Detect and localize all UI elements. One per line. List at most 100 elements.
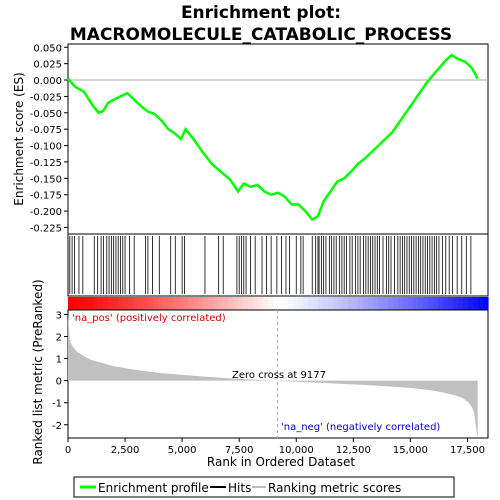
color-strip-segment	[238, 297, 244, 310]
color-strip-segment	[133, 297, 139, 310]
color-strip-segment	[83, 297, 89, 310]
color-strip-segment	[383, 297, 389, 310]
color-strip-segment	[463, 297, 469, 310]
color-strip-segment	[123, 297, 129, 310]
color-strip-segment	[128, 297, 134, 310]
chart-title-line1: Enrichment plot:	[181, 3, 341, 23]
color-strip-segment	[253, 297, 259, 310]
color-strip-segment	[453, 297, 459, 310]
color-strip-segment	[268, 297, 274, 310]
ranking-y-tick-label: 0	[56, 377, 62, 388]
color-strip-segment	[428, 297, 434, 310]
ranking-x-tick-label: 7,500	[225, 445, 254, 456]
color-strip-segment	[143, 297, 149, 310]
color-strip-segment	[173, 297, 179, 310]
color-strip-segment	[153, 297, 159, 310]
ranking-y-tick-label: 3	[56, 310, 62, 321]
color-strip-segment	[483, 297, 489, 310]
color-strip-segment	[403, 297, 409, 310]
es-y-tick-label: -0.100	[30, 142, 62, 153]
color-strip-segment	[178, 297, 184, 310]
color-strip-segment	[338, 297, 344, 310]
positive-correlation-label: 'na_pos' (positively correlated)	[72, 313, 226, 324]
es-panel-frame	[67, 43, 489, 235]
color-strip-segment	[138, 297, 144, 310]
es-y-tick-label: -0.150	[30, 174, 62, 185]
color-strip-segment	[203, 297, 209, 310]
enrichment-profile-line	[67, 53, 479, 222]
color-strip-segment	[258, 297, 264, 310]
color-strip-segment	[478, 297, 484, 310]
color-strip-segment	[343, 297, 349, 310]
color-strip-segment	[273, 297, 279, 310]
es-y-tick-label: 0.025	[33, 60, 62, 71]
color-strip-segment	[393, 297, 399, 310]
es-y-tick-label: -0.025	[30, 92, 62, 103]
color-strip-segment	[433, 297, 439, 310]
color-strip-segment	[298, 297, 304, 310]
color-strip-segment	[388, 297, 394, 310]
color-strip-segment	[413, 297, 419, 310]
color-strip-segment	[218, 297, 224, 310]
ranking-metric-area	[68, 314, 478, 438]
es-y-axis-label: Enrichment score (ES)	[12, 72, 26, 205]
color-strip-segment	[213, 297, 219, 310]
color-strip-segment	[278, 297, 284, 310]
color-strip-segment	[408, 297, 414, 310]
color-strip-segment	[458, 297, 464, 310]
ranking-x-tick-label: 2,500	[111, 445, 140, 456]
color-strip-segment	[263, 297, 269, 310]
color-strip-segment	[358, 297, 364, 310]
color-strip-segment	[73, 297, 79, 310]
es-y-tick-label: -0.175	[30, 191, 62, 202]
color-strip-segment	[468, 297, 474, 310]
ranking-y-tick-label: 2	[56, 332, 62, 343]
color-strip-segment	[398, 297, 404, 310]
ranking-y-tick-label: -2	[52, 421, 62, 432]
color-strip-segment	[288, 297, 294, 310]
color-strip-segment	[88, 297, 94, 310]
color-strip-segment	[68, 297, 74, 310]
color-strip-segment	[333, 297, 339, 310]
color-strip-segment	[108, 297, 114, 310]
color-strip-segment	[323, 297, 329, 310]
color-strip-segment	[188, 297, 194, 310]
color-strip-segment	[368, 297, 374, 310]
ranking-y-tick-label: 1	[56, 355, 62, 366]
color-strip-segment	[93, 297, 99, 310]
ranking-x-tick-label: 5,000	[168, 445, 197, 456]
ranking-x-axis-label: Rank in Ordered Dataset	[207, 455, 355, 469]
es-y-tick-label: -0.200	[30, 207, 62, 218]
color-strip-segment	[423, 297, 429, 310]
ranking-y-axis-label: Ranked list metric (PreRanked)	[31, 279, 45, 464]
color-strip-segment	[208, 297, 214, 310]
color-strip-segment	[78, 297, 84, 310]
color-strip-segment	[183, 297, 189, 310]
color-strip-segment	[293, 297, 299, 310]
ranking-x-tick-label: 17,500	[450, 445, 485, 456]
ranking-y-tick-label: -1	[52, 399, 62, 410]
color-strip-segment	[443, 297, 449, 310]
color-strip-segment	[473, 297, 479, 310]
ranking-x-tick-label: 0	[65, 445, 71, 456]
es-y-tick-label: -0.225	[30, 223, 62, 234]
color-strip-segment	[148, 297, 154, 310]
color-strip-segment	[248, 297, 254, 310]
color-strip-segment	[103, 297, 109, 310]
color-strip-segment	[163, 297, 169, 310]
es-y-axis-ticks: 0.050 0.025 0.000 -0.025 -0.050 -0.075 -0.100 -…	[30, 43, 68, 234]
color-strip-segment	[448, 297, 454, 310]
legend-ranking-label: Ranking metric scores	[268, 481, 401, 495]
legend-hits-label: Hits	[228, 481, 251, 495]
color-strip-segment	[303, 297, 309, 310]
es-y-tick-label: -0.075	[30, 125, 62, 136]
color-strip-segment	[228, 297, 234, 310]
es-y-tick-label: -0.125	[30, 158, 62, 169]
color-strip-segment	[438, 297, 444, 310]
hits-marks	[69, 236, 472, 294]
color-strip-segment	[328, 297, 334, 310]
color-strip-segment	[168, 297, 174, 310]
chart-title-line2: MACROMOLECULE_CATABOLIC_PROCESS	[70, 25, 452, 45]
es-y-tick-label: 0.050	[33, 43, 62, 54]
